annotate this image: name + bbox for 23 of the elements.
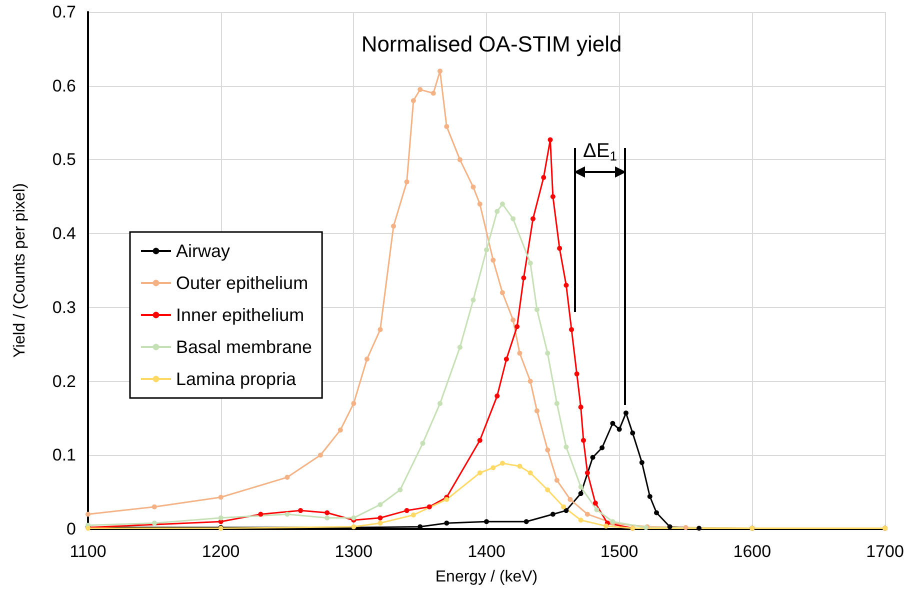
x-axis-title: Energy / (keV) [435,568,538,586]
y-tick-label: 0.6 [52,76,76,96]
y-tick-label: 0.2 [52,372,76,391]
y-tick-label: 0.7 [52,2,76,22]
x-tick-label: 1300 [334,542,373,561]
y-tick-label: 0.3 [52,298,76,317]
text: Normalised OA-STIM yield [361,32,622,56]
legend-label: Outer epithelium [176,273,308,293]
y-tick-label: 0.4 [52,224,76,244]
y-tick-label: 0 [66,520,76,538]
x-tick-label: 1600 [733,542,772,561]
x-tick-label: 1700 [866,542,904,561]
legend-label: Lamina propria [176,369,298,389]
legend-label: Airway [176,241,230,261]
y-tick-label: 0.1 [52,446,76,465]
legend-label: Basal membrane [176,337,312,357]
x-tick-label: 1200 [202,542,240,561]
x-tick-label: 1400 [468,542,506,561]
x-tick-label: 1100 [70,542,106,561]
y-axis-title: Yield / (Counts per pixel) [12,183,28,358]
x-tick-label: 1500 [600,542,638,561]
y-tick-label: 0.5 [52,150,76,170]
legend-label: Inner epithelium [176,305,304,325]
